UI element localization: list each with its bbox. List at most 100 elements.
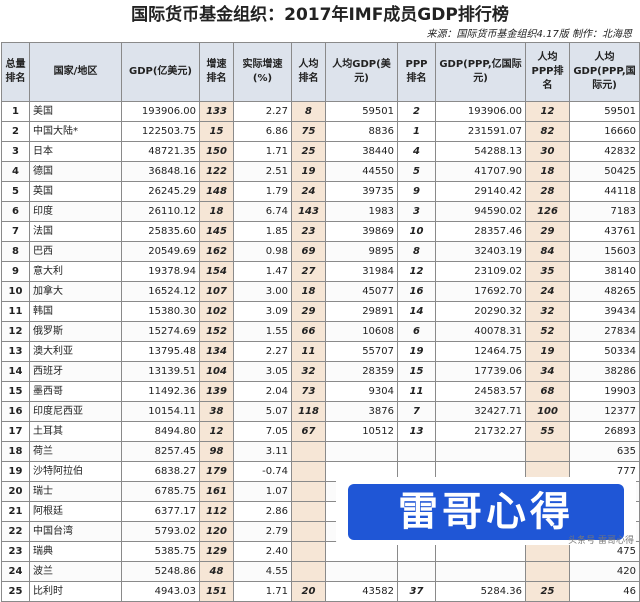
cell-pc-rank: 73 [291, 381, 326, 402]
cell-gdp: 13139.51 [121, 361, 200, 382]
cell-ppp-rank: 9 [397, 181, 436, 202]
cell-ppp-rank: 4 [397, 141, 436, 162]
cell-growth-rank: 139 [199, 381, 234, 402]
cell-growth: 2.27 [233, 101, 292, 122]
table-row: 14 西班牙 13139.51 104 3.05 32 28359 15 17739.06 34 3… [1, 361, 640, 382]
cell-rank: 24 [1, 561, 30, 582]
cell-rank: 8 [1, 241, 30, 262]
cell-country: 印度 [29, 201, 122, 222]
column-header: 人均PPP排名 [525, 42, 570, 102]
cell-country: 荷兰 [29, 441, 122, 462]
cell-growth: 3.00 [233, 281, 292, 302]
cell-pc-ppp: 48265 [569, 281, 640, 302]
cell-pc-rank: 25 [291, 141, 326, 162]
cell-pc-ppp-rank: 30 [525, 141, 570, 162]
cell-pc-rank: 67 [291, 421, 326, 442]
cell-country: 土耳其 [29, 421, 122, 442]
cell-pc-gdp: 9895 [325, 241, 398, 262]
cell-ppp-rank: 5 [397, 161, 436, 182]
table-header-row: 总量排名 国家/地区 GDP(亿美元) 增速排名 实际增速(%) 人均排名 人均GDP(美元… [1, 42, 640, 102]
cell-rank: 11 [1, 301, 30, 322]
cell-ppp-gdp: 94590.02 [435, 201, 526, 222]
table-row: 11 韩国 15380.30 102 3.09 29 29891 14 20290.32 32 39… [1, 301, 640, 322]
cell-growth-rank: 150 [199, 141, 234, 162]
cell-rank: 4 [1, 161, 30, 182]
cell-gdp: 6377.17 [121, 501, 200, 522]
cell-ppp-rank: 16 [397, 281, 436, 302]
cell-pc-gdp: 59501 [325, 101, 398, 122]
cell-ppp-gdp [435, 441, 526, 462]
cell-growth-rank: 145 [199, 221, 234, 242]
column-header: 人均排名 [291, 42, 326, 102]
cell-rank: 7 [1, 221, 30, 242]
cell-country: 法国 [29, 221, 122, 242]
cell-pc-gdp: 44550 [325, 161, 398, 182]
cell-rank: 25 [1, 581, 30, 602]
cell-pc-ppp: 59501 [569, 101, 640, 122]
cell-pc-gdp: 55707 [325, 341, 398, 362]
cell-country: 波兰 [29, 561, 122, 582]
cell-growth: 1.85 [233, 221, 292, 242]
cell-growth: 2.86 [233, 501, 292, 522]
cell-gdp: 15274.69 [121, 321, 200, 342]
cell-pc-rank: 75 [291, 121, 326, 142]
table-row: 7 法国 25835.60 145 1.85 23 39869 10 28357.46 29 437… [1, 221, 640, 242]
cell-pc-ppp-rank: 29 [525, 221, 570, 242]
cell-growth-rank: 129 [199, 541, 234, 562]
cell-pc-rank: 24 [291, 181, 326, 202]
cell-country: 中国台湾 [29, 521, 122, 542]
cell-pc-rank: 66 [291, 321, 326, 342]
cell-pc-ppp-rank: 12 [525, 101, 570, 122]
cell-pc-ppp: 38140 [569, 261, 640, 282]
table-row: 1 美国 193906.00 133 2.27 8 59501 2 193906.00 12 595… [1, 101, 640, 122]
cell-pc-ppp: 44118 [569, 181, 640, 202]
cell-ppp-rank: 14 [397, 301, 436, 322]
cell-growth: 3.05 [233, 361, 292, 382]
cell-growth: 5.07 [233, 401, 292, 422]
cell-rank: 12 [1, 321, 30, 342]
cell-pc-gdp [325, 561, 398, 582]
cell-growth: 1.55 [233, 321, 292, 342]
cell-growth: 1.47 [233, 261, 292, 282]
cell-growth: 2.51 [233, 161, 292, 182]
cell-pc-ppp-rank: 32 [525, 301, 570, 322]
cell-gdp: 193906.00 [121, 101, 200, 122]
cell-gdp: 13795.48 [121, 341, 200, 362]
column-header: GDP(亿美元) [121, 42, 200, 102]
cell-pc-rank: 32 [291, 361, 326, 382]
cell-pc-ppp-rank: 18 [525, 161, 570, 182]
cell-ppp-gdp: 32427.71 [435, 401, 526, 422]
cell-pc-ppp: 19903 [569, 381, 640, 402]
cell-country: 比利时 [29, 581, 122, 602]
cell-pc-rank: 29 [291, 301, 326, 322]
cell-pc-ppp-rank [525, 561, 570, 582]
cell-growth: 2.04 [233, 381, 292, 402]
cell-country: 中国大陆* [29, 121, 122, 142]
cell-gdp: 4943.03 [121, 581, 200, 602]
table-row: 8 巴西 20549.69 162 0.98 69 9895 8 32403.19 84 15603 [1, 241, 640, 262]
cell-pc-ppp-rank: 19 [525, 341, 570, 362]
cell-gdp: 26110.12 [121, 201, 200, 222]
cell-ppp-rank: 1 [397, 121, 436, 142]
cell-gdp: 20549.69 [121, 241, 200, 262]
cell-growth-rank: 162 [199, 241, 234, 262]
cell-country: 瑞典 [29, 541, 122, 562]
cell-pc-rank [291, 461, 326, 482]
cell-pc-ppp-rank: 28 [525, 181, 570, 202]
cell-gdp: 5248.86 [121, 561, 200, 582]
cell-rank: 16 [1, 401, 30, 422]
cell-pc-rank [291, 521, 326, 542]
cell-gdp: 26245.29 [121, 181, 200, 202]
cell-pc-ppp: 12377 [569, 401, 640, 422]
cell-gdp: 15380.30 [121, 301, 200, 322]
cell-pc-ppp-rank: 52 [525, 321, 570, 342]
cell-pc-ppp: 26893 [569, 421, 640, 442]
cell-ppp-gdp: 40078.31 [435, 321, 526, 342]
cell-ppp-gdp: 12464.75 [435, 341, 526, 362]
cell-pc-ppp-rank: 25 [525, 581, 570, 602]
cell-ppp-rank: 2 [397, 101, 436, 122]
cell-country: 阿根廷 [29, 501, 122, 522]
cell-growth-rank: 154 [199, 261, 234, 282]
cell-rank: 5 [1, 181, 30, 202]
table-row: 24 波兰 5248.86 48 4.55 420 [1, 561, 640, 582]
